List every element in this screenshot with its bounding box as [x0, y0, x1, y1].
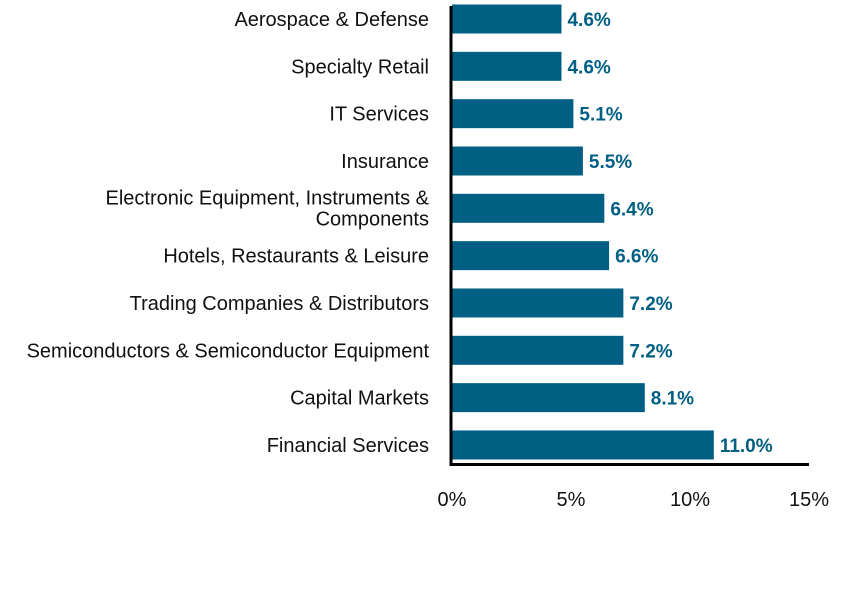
bar — [452, 430, 714, 460]
category-label: Electronic Equipment, Instruments & Compo… — [106, 187, 430, 230]
bars — [452, 4, 714, 460]
value-label: 5.5% — [589, 152, 632, 173]
value-label: 4.6% — [567, 57, 610, 78]
category-label: Financial Services — [267, 435, 429, 457]
value-label: 11.0% — [720, 436, 773, 457]
bar — [452, 335, 624, 365]
value-label: 6.4% — [610, 199, 653, 220]
value-label: 7.2% — [629, 294, 672, 315]
x-tick-label: 10% — [670, 489, 710, 511]
value-label: 8.1% — [651, 389, 694, 410]
bar — [452, 241, 610, 271]
category-label: Insurance — [341, 151, 429, 173]
bar — [452, 383, 645, 413]
value-label: 7.2% — [629, 341, 672, 362]
category-label: Hotels, Restaurants & Leisure — [163, 246, 429, 268]
category-label: IT Services — [329, 104, 429, 126]
bar — [452, 51, 562, 81]
category-label: Semiconductors & Semiconductor Equipment — [27, 340, 430, 362]
category-label: Aerospace & Defense — [234, 9, 429, 31]
bar — [452, 99, 574, 129]
category-labels: Aerospace & Defense Specialty Retail IT Se… — [27, 9, 430, 457]
x-tick-label: 0% — [438, 489, 467, 511]
value-labels: 4.6% 4.6% 5.1% 5.5% 6.4% 6.6% 7.2% 7.2% 8.1% 11.0… — [567, 10, 772, 457]
value-label: 5.1% — [579, 105, 622, 126]
x-tick-labels: 0% 5% 10% 15% — [438, 489, 830, 511]
bar — [452, 193, 605, 223]
bar — [452, 288, 624, 318]
value-label: 4.6% — [567, 10, 610, 31]
x-tick-label: 5% — [557, 489, 586, 511]
value-label: 6.6% — [615, 247, 658, 268]
category-label: Trading Companies & Distributors — [130, 293, 429, 315]
category-label: Specialty Retail — [291, 56, 429, 78]
category-label: Capital Markets — [290, 388, 429, 410]
bar — [452, 146, 583, 176]
bar — [452, 4, 562, 34]
x-tick-label: 15% — [789, 489, 829, 511]
